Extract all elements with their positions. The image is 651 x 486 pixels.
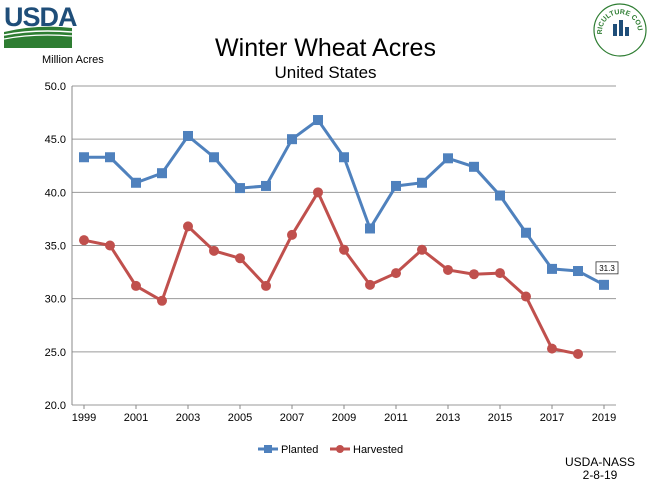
data-point — [443, 264, 453, 275]
x-tick-label: 2011 — [384, 412, 408, 424]
source-org: USDA-NASS — [564, 455, 635, 469]
data-point — [157, 168, 167, 179]
series-lines — [79, 115, 609, 359]
legend-label: Harvested — [353, 444, 403, 456]
data-point — [521, 227, 531, 238]
data-point — [157, 295, 167, 306]
data-point — [417, 177, 427, 188]
data-point — [521, 291, 531, 302]
data-point — [105, 152, 115, 163]
y-tick-label: 30.0 — [45, 294, 66, 306]
annotations: 31.3 — [595, 261, 619, 275]
y-axis-label: Million Acres — [42, 54, 104, 66]
data-point — [183, 130, 193, 141]
data-point — [287, 229, 297, 240]
data-point — [599, 279, 609, 290]
y-tick-label: 45.0 — [45, 134, 66, 146]
data-point — [131, 177, 141, 188]
data-point — [313, 115, 323, 126]
data-point — [547, 263, 557, 274]
data-point — [209, 245, 219, 256]
y-tick-label: 50.0 — [45, 81, 66, 93]
data-point — [79, 235, 89, 246]
data-point — [209, 152, 219, 163]
x-tick-label: 2001 — [124, 412, 148, 424]
data-label: 31.3 — [599, 264, 615, 273]
data-point — [313, 187, 323, 198]
x-tick-label: 2005 — [228, 412, 252, 424]
legend-item-planted: Planted — [258, 444, 318, 456]
data-point — [339, 244, 349, 255]
x-tick-label: 2019 — [592, 412, 616, 424]
usda-logo-swoosh — [4, 26, 72, 48]
data-point — [105, 240, 115, 251]
data-point — [183, 221, 193, 232]
usda-logo: USDA — [4, 2, 78, 48]
x-tick-label: 2009 — [332, 412, 356, 424]
x-tick-label: 2013 — [436, 412, 460, 424]
chart-title: Winter Wheat Acres — [215, 34, 436, 62]
data-point — [391, 268, 401, 279]
y-tick-label: 20.0 — [45, 400, 66, 412]
legend-swatch-marker — [336, 445, 344, 453]
agriculture-counts-seal: AGRICULTURE COUNTS — [589, 0, 648, 58]
data-point — [495, 190, 505, 201]
data-point — [547, 343, 557, 354]
data-point — [469, 161, 479, 172]
data-point — [235, 253, 245, 264]
legend-swatch-marker — [264, 445, 272, 453]
x-tick-label: 2015 — [488, 412, 512, 424]
data-point — [573, 266, 583, 277]
data-point — [261, 180, 271, 191]
chart-subtitle: United States — [274, 63, 377, 82]
x-tick-label: 1999 — [72, 412, 96, 424]
data-point — [131, 280, 141, 291]
data-point — [365, 279, 375, 290]
data-point — [235, 183, 245, 194]
x-tick-label: 2003 — [176, 412, 200, 424]
y-tick-label: 35.0 — [45, 241, 66, 253]
y-tick-label: 25.0 — [45, 347, 66, 359]
legend: Planted Harvested — [258, 444, 403, 456]
data-point — [391, 180, 401, 191]
data-point — [469, 269, 479, 280]
series-planted — [79, 115, 609, 290]
data-point — [573, 348, 583, 359]
source-note: USDA-NASS 2-8-19 — [565, 456, 635, 482]
data-point — [79, 152, 89, 163]
data-point — [261, 280, 271, 291]
legend-label: Planted — [281, 444, 318, 456]
y-tick-label: 40.0 — [45, 187, 66, 199]
data-point — [339, 152, 349, 163]
data-label-box — [595, 261, 619, 275]
series-harvested — [79, 187, 583, 359]
x-axis-ticks: 1999 2001 2003 2005 2007 2009 2011 2013 2015 2017… — [72, 405, 616, 424]
x-tick-label: 2007 — [280, 412, 304, 424]
legend-item-harvested: Harvested — [330, 444, 403, 456]
data-point — [417, 244, 427, 255]
x-tick-label: 2017 — [540, 412, 564, 424]
data-point — [365, 223, 375, 234]
data-point — [495, 268, 505, 279]
data-point — [443, 153, 453, 164]
source-date: 2-8-19 — [582, 468, 618, 482]
series-line-planted — [84, 118, 605, 287]
data-point — [287, 134, 297, 145]
y-axis-ticks: 50.0 45.0 40.0 35.0 30.0 25.0 20.0 — [45, 81, 66, 412]
